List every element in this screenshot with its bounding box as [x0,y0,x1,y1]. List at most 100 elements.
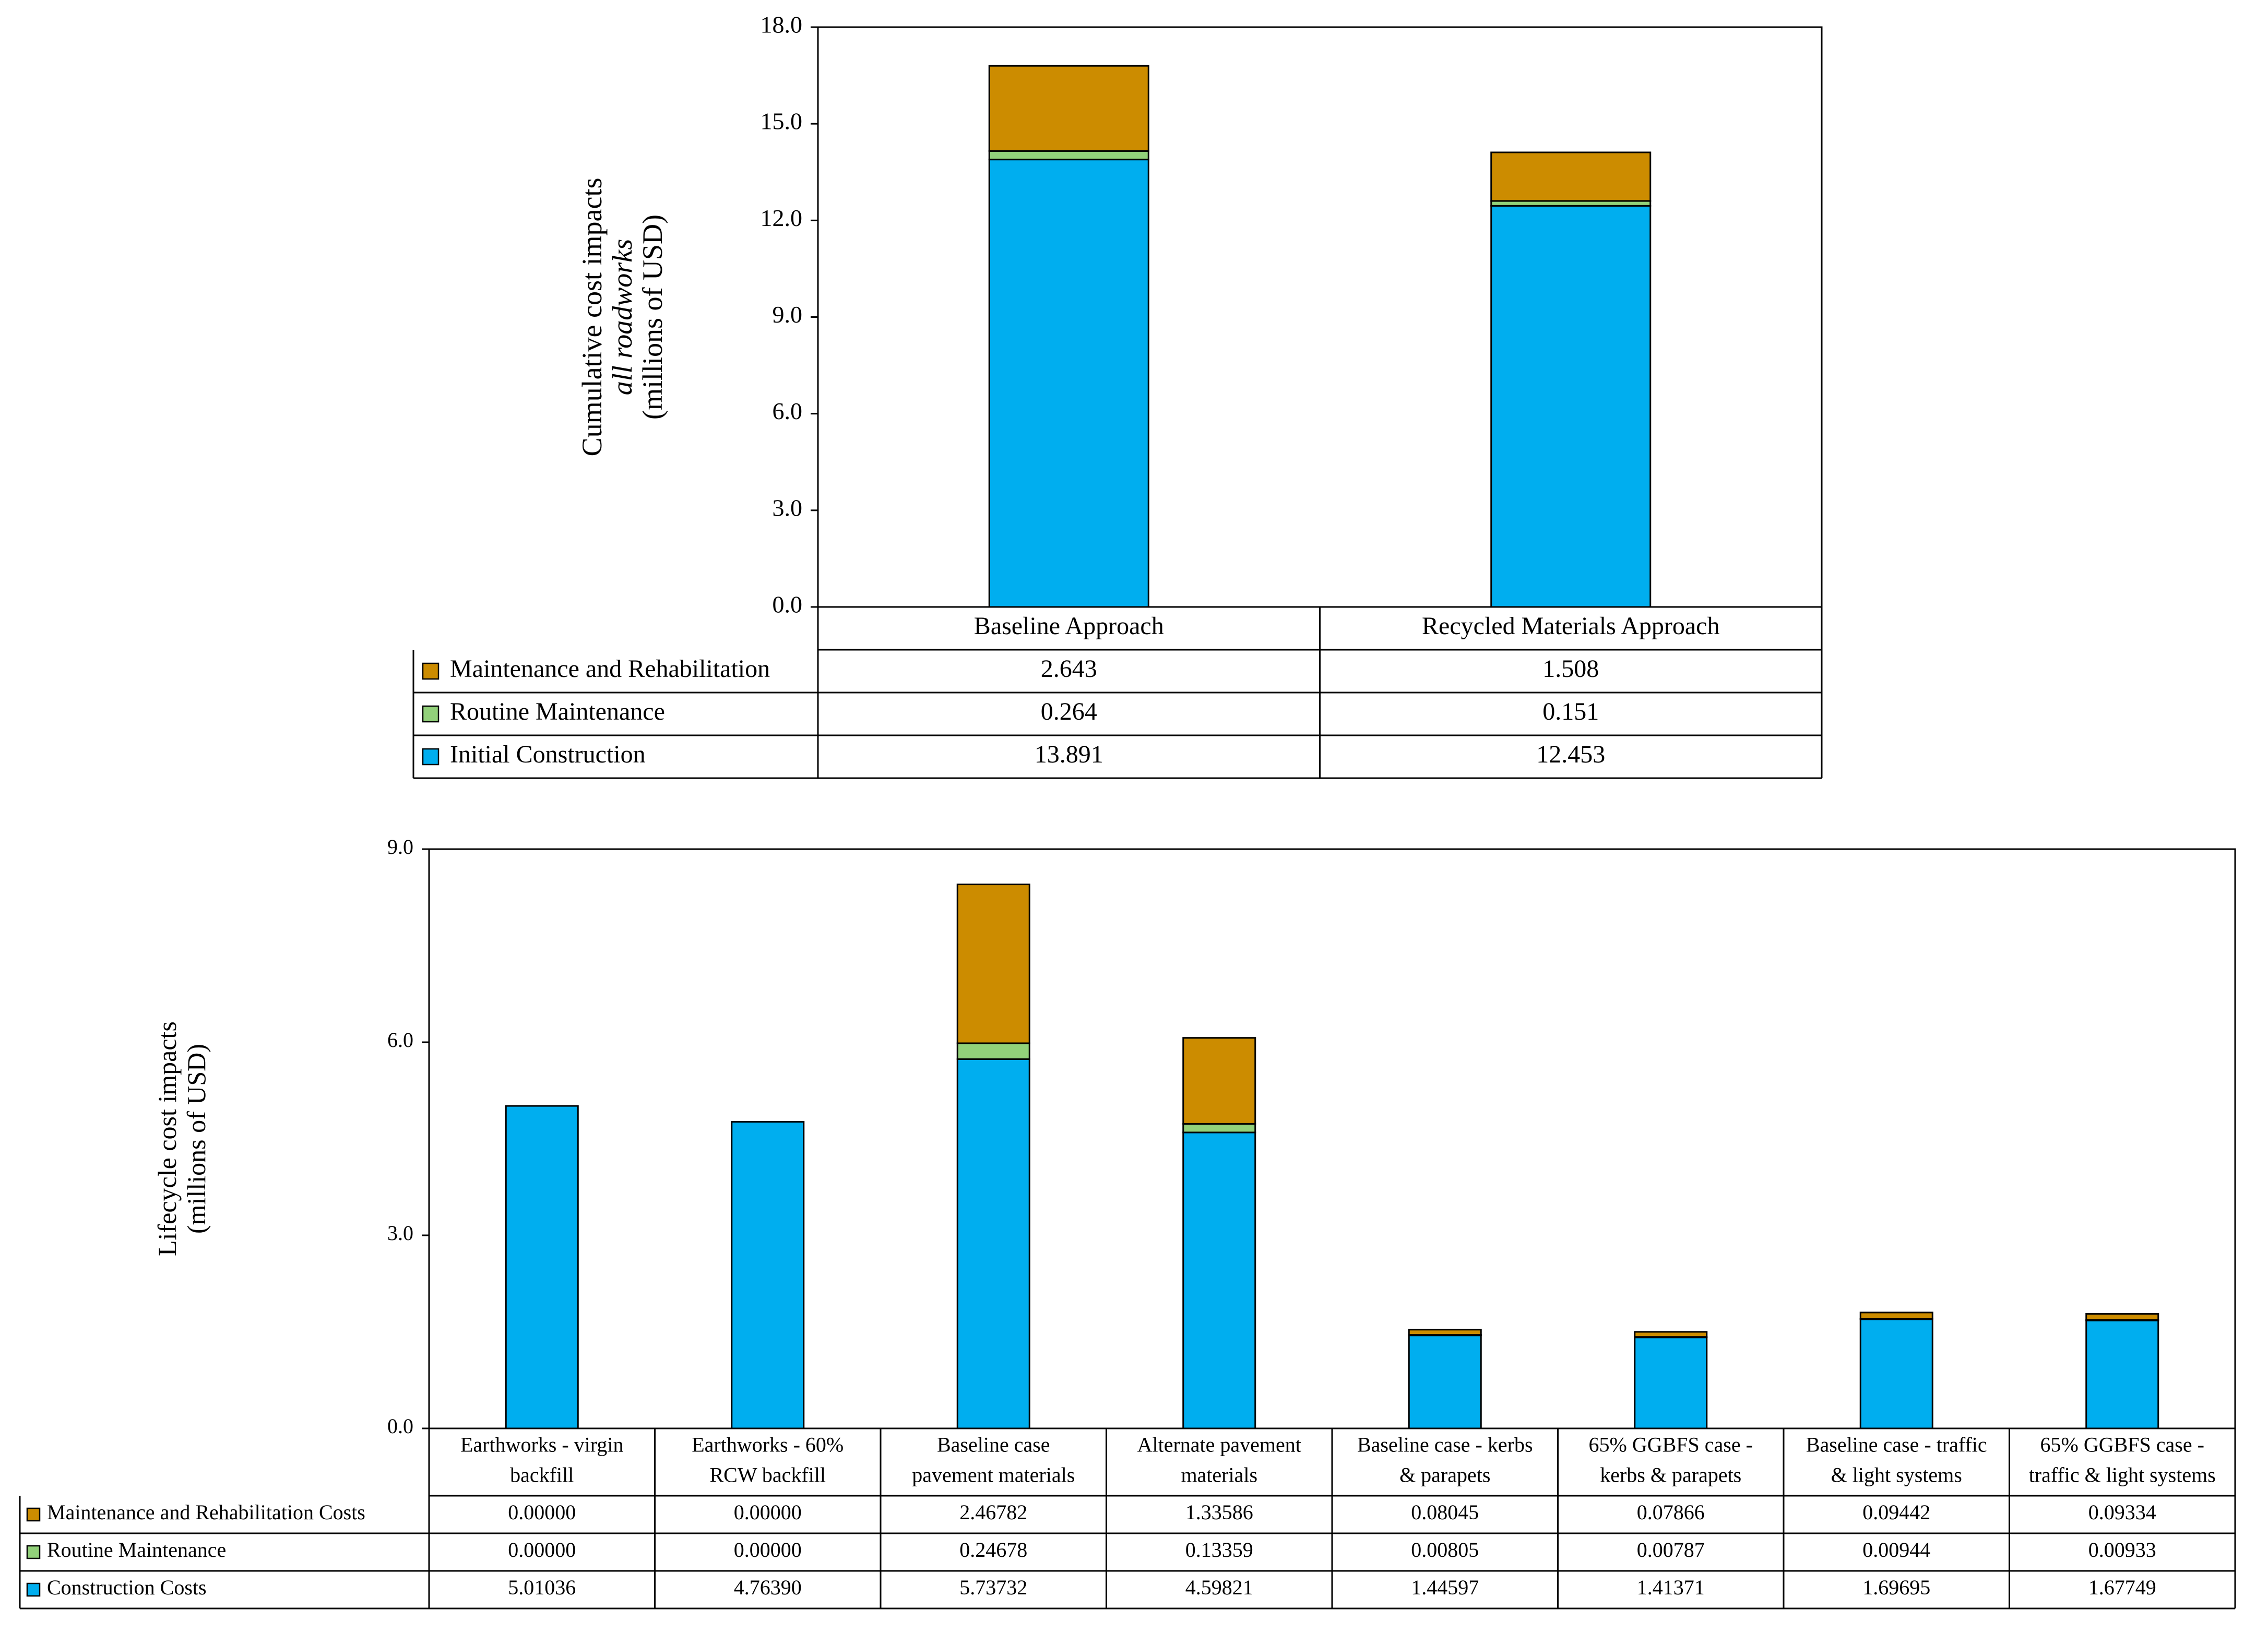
legend-key-construction [422,748,440,766]
y-tick-label: 18.0 [761,11,803,38]
legend-key-routine [422,705,440,723]
bar-segment-construction [956,1058,1030,1429]
y-tick-label: 3.0 [773,494,803,521]
category-label: materials [1181,1463,1257,1487]
y-tick-label: 15.0 [761,108,803,135]
y-axis-title-line: Lifecycle cost impacts [152,1021,182,1256]
bar-segment-maintenance [1634,1331,1708,1338]
bar-segment-maintenance [988,65,1149,152]
bar-segment-construction [1859,1318,1933,1429]
category-label: RCW backfill [709,1463,826,1487]
legend-label: Routine Maintenance [450,698,665,725]
data-value-label: 4.59821 [1185,1576,1253,1599]
legend-key-maintenance [422,662,440,680]
y-tick-label: 0.0 [773,591,803,618]
data-value-label: 0.08045 [1411,1500,1479,1524]
bar-segment-maintenance [1859,1312,1933,1320]
bar-segment-construction [731,1121,805,1429]
y-tick-label: 6.0 [387,1028,413,1052]
data-value-label: 5.01036 [508,1576,576,1599]
y-axis-title-line: Cumulative cost impacts [576,178,608,457]
bar-segment-routine [956,1042,1030,1060]
data-value-label: 5.73732 [959,1576,1027,1599]
y-axis-title: Lifecycle cost impacts(millions of USD) [152,1021,211,1256]
data-value-label: 1.44597 [1411,1576,1479,1599]
data-value-label: 13.891 [1035,741,1103,768]
bar-segment-construction [1182,1131,1256,1429]
data-value-label: 0.00805 [1411,1538,1479,1562]
bar-segment-maintenance [1408,1329,1482,1336]
bar-segment-construction [1408,1334,1482,1429]
bar-segment-routine [1182,1123,1256,1134]
data-value-label: 0.00000 [734,1538,802,1562]
legend-label: Initial Construction [450,741,646,768]
data-value-label: 0.07866 [1637,1500,1705,1524]
data-value-label: 1.33586 [1185,1500,1253,1524]
bar-segment-routine [988,150,1149,161]
bar-segment-maintenance [2085,1313,2159,1321]
plot-area [817,26,1823,608]
y-tick-label: 12.0 [761,205,803,231]
y-axis-title-line: (millions of USD) [182,1044,211,1234]
bar-segment-construction [1490,205,1652,608]
data-value-label: 0.00933 [2088,1538,2156,1562]
data-value-label: 0.13359 [1185,1538,1253,1562]
data-value-label: 12.453 [1536,741,1605,768]
data-value-label: 0.00000 [508,1538,576,1562]
category-label: kerbs & parapets [1600,1463,1741,1487]
y-axis-title: Cumulative cost impactsall roadworks(mil… [576,178,668,457]
data-value-label: 0.09442 [1862,1500,1930,1524]
legend-label: Maintenance and Rehabilitation Costs [47,1500,365,1524]
y-tick-label: 3.0 [387,1221,413,1245]
data-value-label: 0.264 [1041,698,1097,725]
data-value-label: 0.09334 [2088,1500,2156,1524]
y-tick-label: 6.0 [773,398,803,424]
data-value-label: 1.69695 [1862,1576,1930,1599]
y-axis-title-line: all roadworks [607,239,638,396]
category-label: Earthworks - virgin [460,1433,624,1457]
y-tick-label: 9.0 [773,301,803,328]
data-value-label: 0.151 [1542,698,1599,725]
cumulative-cost-chart: 0.0 3.0 6.0 9.0 12.0 15.0 18.0 Cumulative cost … [412,11,1823,779]
bar-segment-maintenance [956,884,1030,1044]
bar-segment-maintenance [1182,1037,1256,1125]
data-value-label: 4.76390 [734,1576,802,1599]
data-value-label: 0.00787 [1637,1538,1705,1562]
y-tick-label: 9.0 [387,835,413,859]
category-label: & parapets [1399,1463,1490,1487]
category-label: Recycled Materials Approach [1422,612,1719,640]
category-label: traffic & light systems [2029,1463,2216,1487]
data-value-label: 0.24678 [959,1538,1027,1562]
category-label: Earthworks - 60% [692,1433,844,1457]
legend-label: Construction Costs [47,1576,207,1599]
data-value-label: 1.41371 [1637,1576,1705,1599]
y-axis-title-line: (millions of USD) [637,214,668,420]
legend-label: Maintenance and Rehabilitation [450,655,770,683]
bar-segment-construction [1634,1337,1708,1429]
data-value-label: 2.46782 [959,1500,1027,1524]
lifecycle-cost-chart: 0.0 3.0 6.0 9.0 Lifecycle cost impacts(milli… [19,835,2236,1610]
category-label: 65% GGBFS case - [1589,1433,1753,1457]
category-label: Baseline case - traffic [1806,1433,1987,1457]
y-tick-label: 0.0 [387,1414,413,1438]
bar-segment-construction [505,1105,579,1429]
bar-segment-maintenance [1490,151,1652,202]
legend-key-construction [26,1582,41,1597]
legend-key-maintenance [26,1507,41,1522]
data-value-label: 0.00944 [1862,1538,1930,1562]
category-label: & light systems [1831,1463,1962,1487]
category-label: Baseline case - kerbs [1357,1433,1533,1457]
data-value-label: 1.508 [1542,655,1599,683]
plot-area [428,848,2236,1429]
category-label: 65% GGBFS case - [2040,1433,2204,1457]
category-label: backfill [510,1463,574,1487]
data-value-label: 1.67749 [2088,1576,2156,1599]
category-label: Alternate pavement [1137,1433,1301,1457]
data-value-label: 0.00000 [734,1500,802,1524]
bar-segment-construction [2085,1319,2159,1429]
legend-key-routine [26,1545,41,1559]
data-value-label: 0.00000 [508,1500,576,1524]
legend-label: Routine Maintenance [47,1538,226,1562]
category-label: pavement materials [912,1463,1075,1487]
